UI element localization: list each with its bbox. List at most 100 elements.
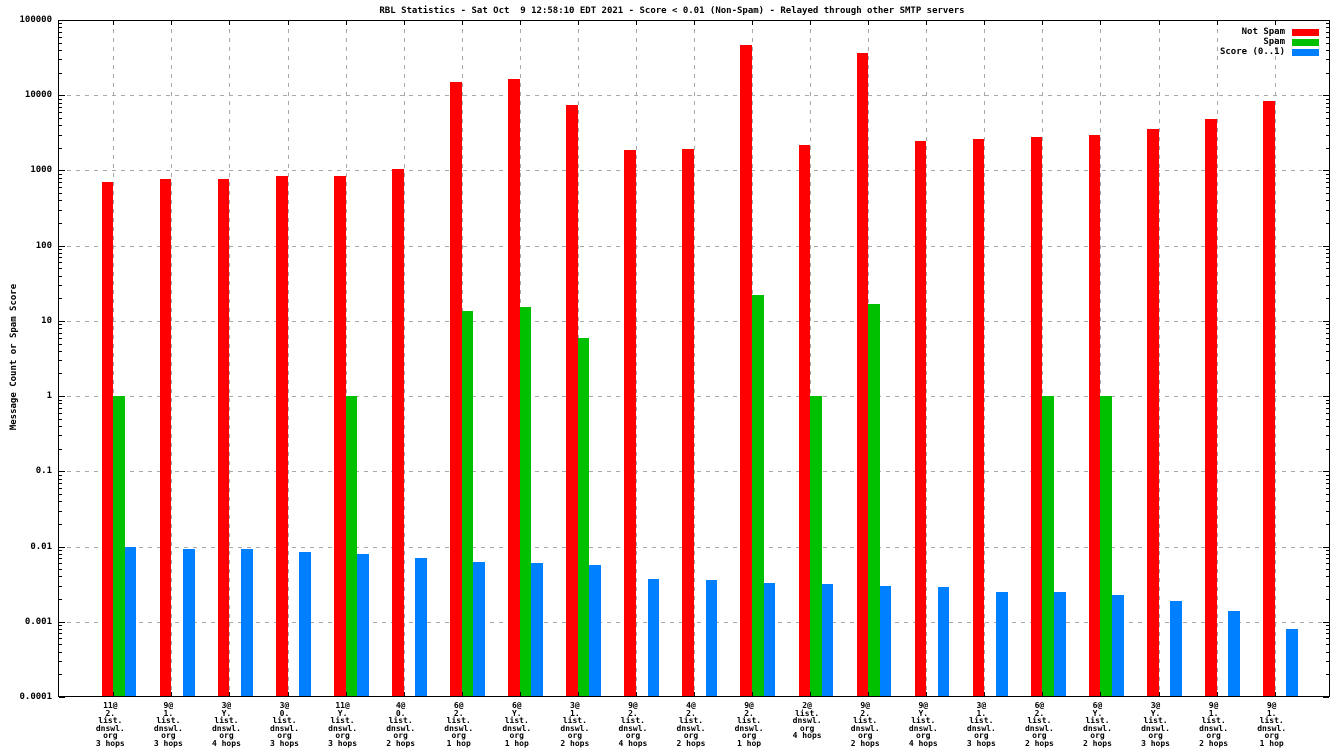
- x-tick-top: [577, 21, 579, 25]
- y-tick-left: [59, 350, 62, 352]
- y-tick-left: [59, 245, 65, 247]
- legend-label: Spam: [1263, 37, 1285, 47]
- y-tick-right: [1326, 59, 1329, 61]
- bar-score-0-1-: [241, 548, 253, 697]
- y-tick-right: [1326, 173, 1329, 175]
- y-tick-right: [1326, 638, 1329, 640]
- y-tick-left: [59, 426, 62, 428]
- y-tick-right: [1326, 407, 1329, 409]
- y-tick-right: [1326, 275, 1329, 277]
- x-category-label: 4@ 2. list. dnswl. org 2 hops: [676, 701, 706, 748]
- x-tick-top: [229, 21, 231, 25]
- bar-score-0-1-: [1286, 629, 1298, 697]
- y-tick-right: [1326, 633, 1329, 635]
- y-tick-right: [1326, 661, 1329, 663]
- bar-not-spam: [159, 179, 172, 697]
- y-tick-right: [1326, 482, 1329, 484]
- y-tick-left: [59, 471, 65, 473]
- y-tick-right: [1326, 585, 1329, 587]
- y-tick-left: [59, 223, 62, 225]
- y-tick-right: [1326, 435, 1329, 437]
- x-tick-bottom: [984, 692, 986, 696]
- y-tick-left: [59, 182, 62, 184]
- y-tick-right: [1326, 125, 1329, 127]
- vertical-gridline: [1042, 20, 1044, 697]
- y-tick-right: [1326, 177, 1329, 179]
- y-tick-right: [1326, 412, 1329, 414]
- bar-score-0-1-: [879, 585, 892, 697]
- y-tick-left: [59, 569, 62, 571]
- vertical-gridline: [113, 20, 115, 697]
- vertical-gridline: [694, 20, 695, 697]
- vertical-gridline: [287, 20, 289, 697]
- legend: Not Spam Spam Score (0..1): [1220, 27, 1319, 57]
- bar-score-0-1-: [182, 548, 195, 697]
- bar-not-spam: [914, 141, 927, 697]
- bar-not-spam: [1088, 134, 1101, 697]
- y-tick-left: [59, 360, 62, 362]
- vertical-gridline: [635, 20, 637, 697]
- y-tick-right: [1326, 343, 1329, 345]
- y-tick-left: [59, 621, 65, 623]
- y-tick-left: [59, 42, 62, 44]
- x-tick-bottom: [519, 692, 521, 696]
- y-tick-right: [1326, 111, 1329, 113]
- x-category-label: 9@ 2. list. dnswl. org 1 hop: [734, 701, 764, 748]
- y-tick-left: [59, 23, 62, 25]
- y-tick-label: 0.001: [24, 616, 52, 627]
- y-tick-left: [59, 257, 62, 259]
- y-tick-left: [59, 412, 62, 414]
- y-tick-left: [59, 98, 62, 100]
- y-tick-left: [59, 275, 62, 277]
- y-tick-left: [59, 59, 62, 61]
- bar-not-spam: [275, 175, 288, 697]
- bar-spam: [519, 306, 532, 697]
- y-tick-right: [1326, 576, 1329, 578]
- y-tick-right: [1326, 182, 1329, 184]
- y-tick-left: [59, 268, 62, 270]
- y-tick-label: 100: [35, 240, 52, 251]
- y-tick-right: [1323, 471, 1329, 473]
- legend-item: Not Spam: [1241, 27, 1319, 37]
- y-tick-right: [1326, 98, 1329, 100]
- x-tick-top: [1158, 21, 1160, 25]
- y-tick-right: [1326, 36, 1329, 38]
- bar-spam: [868, 303, 880, 697]
- x-category-label: 9@ 1. list. dnswl. org 1 hop: [1257, 701, 1287, 748]
- x-category-label: 11@ Y. list. dnswl. org 3 hops: [328, 701, 358, 748]
- x-tick-top: [519, 21, 521, 25]
- x-tick-top: [1274, 21, 1276, 25]
- y-tick-right: [1326, 651, 1329, 653]
- y-tick-right: [1326, 209, 1329, 211]
- y-tick-left: [59, 478, 62, 480]
- x-tick-top: [868, 21, 870, 25]
- y-tick-left: [59, 501, 62, 503]
- legend-swatch: [1292, 28, 1319, 36]
- x-tick-top: [926, 21, 928, 25]
- y-tick-left: [59, 396, 65, 398]
- bar-spam: [113, 396, 125, 697]
- x-category-label: 3@ Y. list. dnswl. org 3 hops: [1141, 701, 1170, 748]
- y-tick-left: [59, 625, 62, 627]
- bar-score-0-1-: [1112, 594, 1124, 697]
- bar-score-0-1-: [705, 579, 718, 697]
- bar-score-0-1-: [1228, 610, 1240, 697]
- x-category-label: 11@ 2. list. dnswl. org 3 hops: [95, 701, 125, 748]
- bar-spam: [810, 396, 822, 697]
- y-tick-right: [1326, 328, 1329, 330]
- x-tick-bottom: [577, 692, 579, 696]
- bar-not-spam: [392, 169, 404, 697]
- y-tick-left: [59, 435, 62, 437]
- legend-label: Not Spam: [1241, 27, 1285, 37]
- chart-title: RBL Statistics - Sat Oct 9 12:58:10 EDT …: [379, 6, 965, 16]
- x-category-label: 6@ 2. list. dnswl. org 2 hops: [1024, 701, 1054, 748]
- x-tick-bottom: [1216, 692, 1218, 696]
- bar-not-spam: [682, 149, 694, 697]
- legend-swatch: [1292, 48, 1319, 56]
- y-tick-right: [1326, 488, 1329, 490]
- x-tick-top: [403, 21, 405, 25]
- x-tick-bottom: [868, 692, 870, 696]
- x-category-label: 3@ 1. list. dnswl. org 2 hops: [560, 701, 590, 748]
- x-tick-top: [287, 21, 289, 25]
- x-category-label: 6@ Y. list. dnswl. org 1 hop: [502, 701, 532, 748]
